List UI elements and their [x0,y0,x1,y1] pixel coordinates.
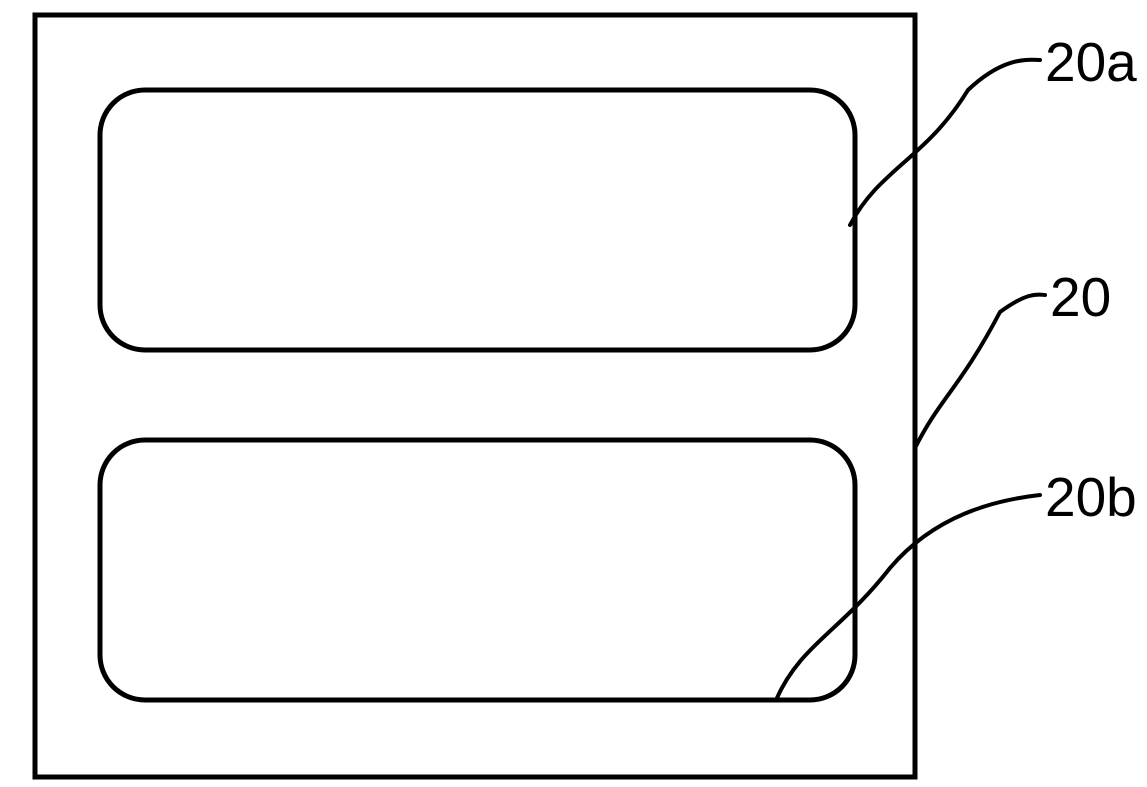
leader-20a [850,60,1040,225]
leader-20b [776,495,1040,700]
leader-20 [915,295,1045,448]
label-20: 20 [1050,265,1111,329]
inner-rect-top [100,90,855,350]
label-20b: 20b [1045,465,1137,529]
diagram-canvas: 20a 20 20b [0,0,1147,787]
label-20a: 20a [1045,30,1137,94]
diagram-svg [0,0,1147,787]
outer-rect [35,15,915,777]
inner-rect-bottom [100,440,855,700]
